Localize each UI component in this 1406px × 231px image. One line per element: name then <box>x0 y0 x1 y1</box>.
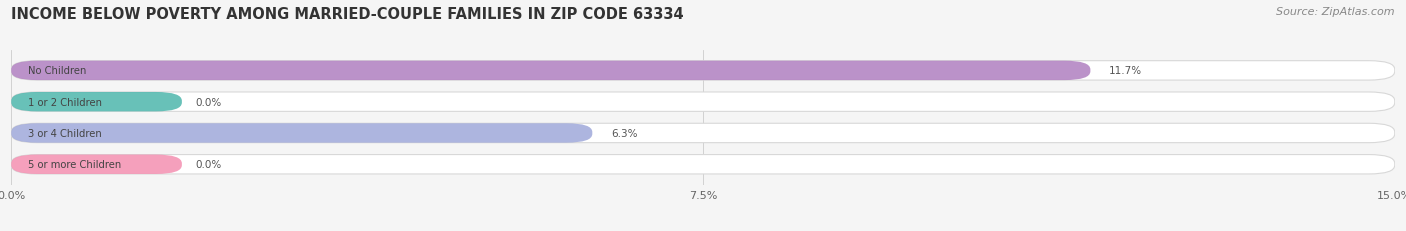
Text: 0.0%: 0.0% <box>195 97 222 107</box>
Text: 6.3%: 6.3% <box>610 128 637 138</box>
FancyBboxPatch shape <box>11 155 1395 174</box>
Text: 3 or 4 Children: 3 or 4 Children <box>28 128 101 138</box>
FancyBboxPatch shape <box>11 61 1091 81</box>
FancyBboxPatch shape <box>11 124 592 143</box>
FancyBboxPatch shape <box>11 61 1395 81</box>
Text: Source: ZipAtlas.com: Source: ZipAtlas.com <box>1277 7 1395 17</box>
Text: 1 or 2 Children: 1 or 2 Children <box>28 97 101 107</box>
FancyBboxPatch shape <box>11 155 181 174</box>
Text: INCOME BELOW POVERTY AMONG MARRIED-COUPLE FAMILIES IN ZIP CODE 63334: INCOME BELOW POVERTY AMONG MARRIED-COUPL… <box>11 7 683 22</box>
Text: 5 or more Children: 5 or more Children <box>28 160 121 170</box>
FancyBboxPatch shape <box>11 93 1395 112</box>
FancyBboxPatch shape <box>11 124 1395 143</box>
Text: 11.7%: 11.7% <box>1109 66 1142 76</box>
Text: No Children: No Children <box>28 66 86 76</box>
Text: 0.0%: 0.0% <box>195 160 222 170</box>
FancyBboxPatch shape <box>11 93 181 112</box>
